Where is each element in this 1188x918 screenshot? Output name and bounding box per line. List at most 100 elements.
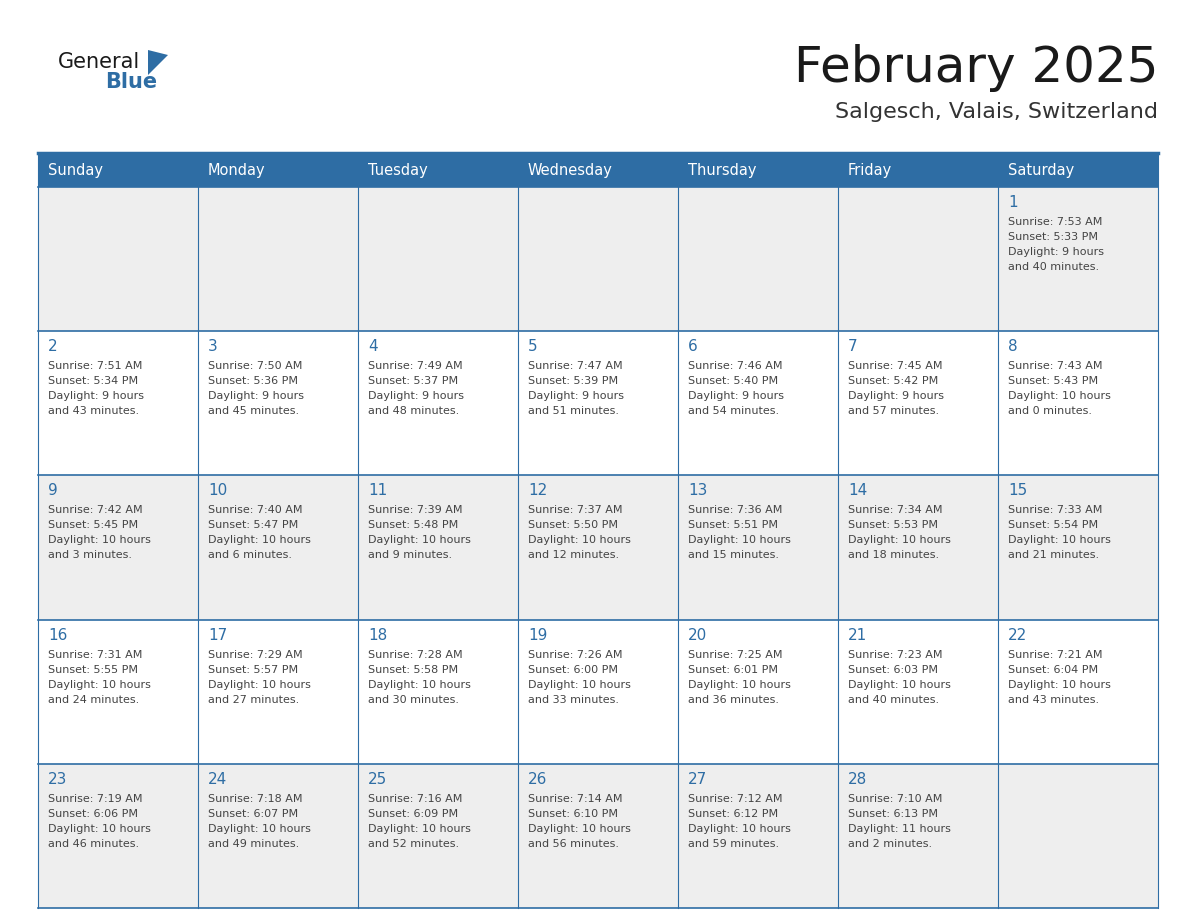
Text: Sunset: 5:40 PM: Sunset: 5:40 PM — [688, 376, 778, 386]
Text: Blue: Blue — [105, 72, 157, 92]
Text: Sunrise: 7:33 AM: Sunrise: 7:33 AM — [1007, 506, 1102, 515]
Text: and 27 minutes.: and 27 minutes. — [208, 695, 299, 705]
Text: Sunset: 6:03 PM: Sunset: 6:03 PM — [848, 665, 939, 675]
Text: Sunset: 5:47 PM: Sunset: 5:47 PM — [208, 521, 298, 531]
Text: Sunset: 5:39 PM: Sunset: 5:39 PM — [527, 376, 618, 386]
Text: Sunrise: 7:34 AM: Sunrise: 7:34 AM — [848, 506, 942, 515]
Text: 14: 14 — [848, 484, 867, 498]
Text: Daylight: 10 hours: Daylight: 10 hours — [368, 535, 470, 545]
Text: Sunrise: 7:37 AM: Sunrise: 7:37 AM — [527, 506, 623, 515]
Text: Sunrise: 7:49 AM: Sunrise: 7:49 AM — [368, 361, 462, 371]
Text: Daylight: 10 hours: Daylight: 10 hours — [688, 535, 791, 545]
Text: Sunset: 5:57 PM: Sunset: 5:57 PM — [208, 665, 298, 675]
Text: Sunset: 5:51 PM: Sunset: 5:51 PM — [688, 521, 778, 531]
Text: Sunset: 5:48 PM: Sunset: 5:48 PM — [368, 521, 459, 531]
Text: Daylight: 10 hours: Daylight: 10 hours — [527, 679, 631, 689]
Text: Daylight: 10 hours: Daylight: 10 hours — [208, 535, 311, 545]
Text: Sunset: 6:10 PM: Sunset: 6:10 PM — [527, 809, 618, 819]
Text: Sunrise: 7:42 AM: Sunrise: 7:42 AM — [48, 506, 143, 515]
Text: Salgesch, Valais, Switzerland: Salgesch, Valais, Switzerland — [835, 102, 1158, 122]
Text: and 57 minutes.: and 57 minutes. — [848, 406, 940, 416]
Text: and 59 minutes.: and 59 minutes. — [688, 839, 779, 849]
Text: and 52 minutes.: and 52 minutes. — [368, 839, 459, 849]
Text: Sunrise: 7:21 AM: Sunrise: 7:21 AM — [1007, 650, 1102, 660]
Text: and 30 minutes.: and 30 minutes. — [368, 695, 459, 705]
Text: Daylight: 9 hours: Daylight: 9 hours — [48, 391, 144, 401]
Text: and 36 minutes.: and 36 minutes. — [688, 695, 779, 705]
Text: Sunrise: 7:18 AM: Sunrise: 7:18 AM — [208, 794, 303, 804]
Text: Sunrise: 7:23 AM: Sunrise: 7:23 AM — [848, 650, 942, 660]
Text: Sunrise: 7:10 AM: Sunrise: 7:10 AM — [848, 794, 942, 804]
Text: 26: 26 — [527, 772, 548, 787]
Text: and 40 minutes.: and 40 minutes. — [1007, 262, 1099, 272]
Text: Sunrise: 7:45 AM: Sunrise: 7:45 AM — [848, 361, 942, 371]
Text: Monday: Monday — [208, 163, 266, 178]
Text: Sunrise: 7:25 AM: Sunrise: 7:25 AM — [688, 650, 783, 660]
Text: Daylight: 10 hours: Daylight: 10 hours — [527, 823, 631, 834]
Text: 25: 25 — [368, 772, 387, 787]
Text: Daylight: 9 hours: Daylight: 9 hours — [1007, 247, 1104, 257]
Text: Sunset: 5:34 PM: Sunset: 5:34 PM — [48, 376, 138, 386]
Text: and 45 minutes.: and 45 minutes. — [208, 406, 299, 416]
Text: 15: 15 — [1007, 484, 1028, 498]
Text: and 46 minutes.: and 46 minutes. — [48, 839, 139, 849]
Text: and 24 minutes.: and 24 minutes. — [48, 695, 139, 705]
Text: February 2025: February 2025 — [794, 44, 1158, 92]
Text: Daylight: 9 hours: Daylight: 9 hours — [208, 391, 304, 401]
Text: Sunrise: 7:29 AM: Sunrise: 7:29 AM — [208, 650, 303, 660]
Text: Daylight: 9 hours: Daylight: 9 hours — [368, 391, 465, 401]
Text: and 0 minutes.: and 0 minutes. — [1007, 406, 1092, 416]
Text: and 49 minutes.: and 49 minutes. — [208, 839, 299, 849]
Text: 24: 24 — [208, 772, 227, 787]
Text: Sunset: 5:42 PM: Sunset: 5:42 PM — [848, 376, 939, 386]
Text: Sunset: 5:54 PM: Sunset: 5:54 PM — [1007, 521, 1098, 531]
Text: Friday: Friday — [848, 163, 892, 178]
Text: Daylight: 10 hours: Daylight: 10 hours — [1007, 535, 1111, 545]
Text: Sunset: 6:04 PM: Sunset: 6:04 PM — [1007, 665, 1098, 675]
Text: and 15 minutes.: and 15 minutes. — [688, 551, 779, 560]
Text: 22: 22 — [1007, 628, 1028, 643]
Bar — [38, 476, 1158, 620]
Polygon shape — [148, 50, 168, 75]
Text: Sunset: 5:45 PM: Sunset: 5:45 PM — [48, 521, 138, 531]
Text: General: General — [58, 52, 140, 72]
Text: Daylight: 10 hours: Daylight: 10 hours — [848, 535, 950, 545]
Text: Sunset: 5:33 PM: Sunset: 5:33 PM — [1007, 232, 1098, 242]
Text: Sunset: 5:55 PM: Sunset: 5:55 PM — [48, 665, 138, 675]
Text: 19: 19 — [527, 628, 548, 643]
Text: 3: 3 — [208, 339, 217, 354]
Text: Sunrise: 7:31 AM: Sunrise: 7:31 AM — [48, 650, 143, 660]
Text: 12: 12 — [527, 484, 548, 498]
Text: Daylight: 10 hours: Daylight: 10 hours — [848, 679, 950, 689]
Text: 9: 9 — [48, 484, 58, 498]
Text: Sunrise: 7:43 AM: Sunrise: 7:43 AM — [1007, 361, 1102, 371]
Text: and 56 minutes.: and 56 minutes. — [527, 839, 619, 849]
Text: 11: 11 — [368, 484, 387, 498]
Text: Daylight: 10 hours: Daylight: 10 hours — [1007, 391, 1111, 401]
Text: Sunrise: 7:50 AM: Sunrise: 7:50 AM — [208, 361, 303, 371]
Text: Sunrise: 7:16 AM: Sunrise: 7:16 AM — [368, 794, 462, 804]
Text: 7: 7 — [848, 339, 858, 354]
Text: and 12 minutes.: and 12 minutes. — [527, 551, 619, 560]
Text: Sunset: 5:36 PM: Sunset: 5:36 PM — [208, 376, 298, 386]
Text: Sunset: 5:53 PM: Sunset: 5:53 PM — [848, 521, 939, 531]
Text: 27: 27 — [688, 772, 707, 787]
Text: and 48 minutes.: and 48 minutes. — [368, 406, 460, 416]
Text: Daylight: 10 hours: Daylight: 10 hours — [688, 679, 791, 689]
Text: 5: 5 — [527, 339, 538, 354]
Text: Daylight: 10 hours: Daylight: 10 hours — [688, 823, 791, 834]
Text: Sunrise: 7:40 AM: Sunrise: 7:40 AM — [208, 506, 303, 515]
Text: 28: 28 — [848, 772, 867, 787]
Text: 16: 16 — [48, 628, 68, 643]
Text: Daylight: 10 hours: Daylight: 10 hours — [48, 679, 151, 689]
Text: and 40 minutes.: and 40 minutes. — [848, 695, 940, 705]
Text: Daylight: 10 hours: Daylight: 10 hours — [1007, 679, 1111, 689]
Text: Saturday: Saturday — [1007, 163, 1074, 178]
Text: Sunset: 6:07 PM: Sunset: 6:07 PM — [208, 809, 298, 819]
Text: Sunrise: 7:53 AM: Sunrise: 7:53 AM — [1007, 217, 1102, 227]
Text: and 43 minutes.: and 43 minutes. — [48, 406, 139, 416]
Text: Sunrise: 7:39 AM: Sunrise: 7:39 AM — [368, 506, 462, 515]
Text: 18: 18 — [368, 628, 387, 643]
Text: and 54 minutes.: and 54 minutes. — [688, 406, 779, 416]
Text: Daylight: 11 hours: Daylight: 11 hours — [848, 823, 950, 834]
